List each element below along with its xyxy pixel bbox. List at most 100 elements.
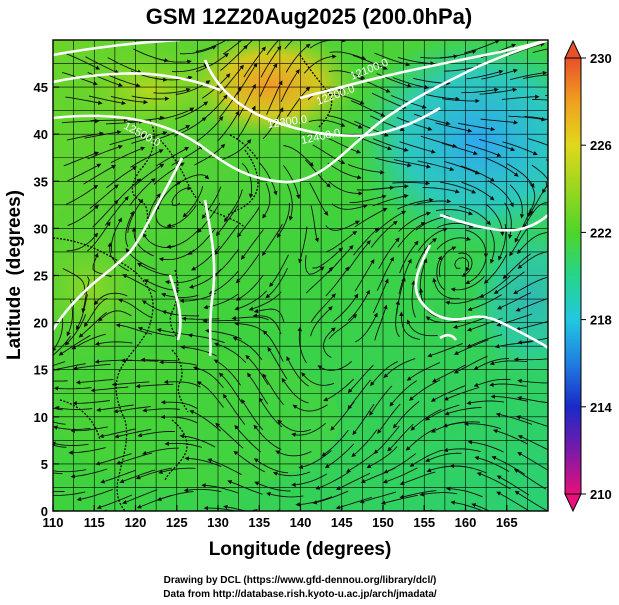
streamline (175, 174, 210, 186)
streamline (196, 381, 224, 408)
streamline (65, 96, 103, 105)
streamline (131, 227, 154, 257)
streamline (234, 290, 268, 311)
streamline (205, 328, 242, 340)
streamline (466, 69, 504, 80)
streamline (347, 163, 385, 175)
footer-data-source: Data from http://database.rish.kyoto-u.a… (163, 589, 437, 600)
streamline (291, 422, 326, 437)
x-tick-label: 115 (84, 515, 105, 530)
streamline (72, 363, 111, 371)
streamline (292, 404, 328, 412)
streamline (517, 396, 548, 404)
streamline (328, 180, 363, 196)
streamline (174, 101, 209, 120)
map-title: GSM 12Z20Aug2025 (200.0hPa) (146, 4, 472, 29)
streamline (281, 377, 309, 404)
streamline (415, 214, 451, 231)
streamline (96, 494, 133, 510)
streamline (92, 252, 112, 278)
streamline (76, 488, 114, 502)
streamline (53, 491, 86, 496)
streamline (424, 404, 460, 421)
streamline (171, 145, 204, 166)
streamline (131, 131, 168, 144)
streamline (439, 49, 477, 59)
streamline (94, 292, 128, 306)
streamline (392, 401, 420, 429)
streamline (444, 161, 480, 175)
streamline (269, 254, 289, 288)
streamline (327, 162, 362, 180)
x-tick-label: 130 (207, 515, 229, 530)
streamline (53, 316, 64, 352)
streamline (135, 467, 172, 480)
streamline (195, 40, 231, 52)
streamline (442, 421, 481, 428)
streamline (315, 471, 350, 490)
streamline (179, 433, 216, 448)
streamline (425, 316, 462, 324)
streamline (285, 43, 311, 73)
streamline (262, 183, 271, 219)
streamline (96, 404, 134, 412)
streamline (383, 358, 416, 379)
streamline (252, 313, 282, 335)
streamline (516, 232, 547, 255)
streamline (473, 378, 511, 388)
streamline (352, 403, 375, 436)
streamline (110, 146, 146, 164)
streamline (309, 182, 329, 216)
streamline (58, 334, 91, 356)
streamline (479, 87, 518, 95)
streamline (436, 236, 472, 250)
streamline (331, 203, 368, 210)
y-tick-label: 35 (34, 174, 48, 189)
streamline (233, 450, 265, 473)
streamline (514, 490, 548, 511)
streamline (496, 292, 532, 310)
streamline (347, 289, 370, 321)
x-tick-label: 145 (331, 515, 353, 530)
streamline (53, 335, 71, 356)
streamline (413, 198, 452, 206)
streamline (369, 385, 393, 416)
streamline (90, 117, 129, 123)
streamline (466, 400, 505, 406)
streamline (399, 240, 419, 274)
streamline (392, 180, 431, 186)
streamline (122, 489, 158, 505)
streamline (137, 326, 175, 337)
streamline (452, 315, 490, 329)
streamline (513, 276, 548, 294)
y-tick-label: 5 (41, 457, 48, 472)
streamline (70, 468, 108, 479)
streamline (347, 364, 374, 394)
streamline (353, 227, 380, 256)
streamline (196, 53, 229, 73)
streamline (395, 300, 401, 338)
streamline (355, 76, 391, 93)
streamline (467, 294, 502, 312)
streamline (329, 51, 367, 61)
streamline (194, 143, 226, 166)
streamline (328, 93, 365, 105)
streamline (266, 491, 304, 498)
streamline (76, 294, 88, 331)
streamline (154, 57, 192, 64)
streamline (159, 359, 197, 366)
streamline (508, 115, 546, 122)
streamline (485, 157, 519, 177)
streamline (532, 48, 548, 54)
streamline (160, 414, 198, 424)
streamline (442, 98, 480, 104)
streamline (183, 487, 222, 493)
streamline (218, 372, 242, 403)
streamline (97, 310, 132, 322)
streamline (113, 406, 151, 414)
streamline (502, 253, 531, 280)
streamline (197, 202, 221, 234)
streamline (493, 271, 525, 294)
streamline (389, 380, 417, 407)
